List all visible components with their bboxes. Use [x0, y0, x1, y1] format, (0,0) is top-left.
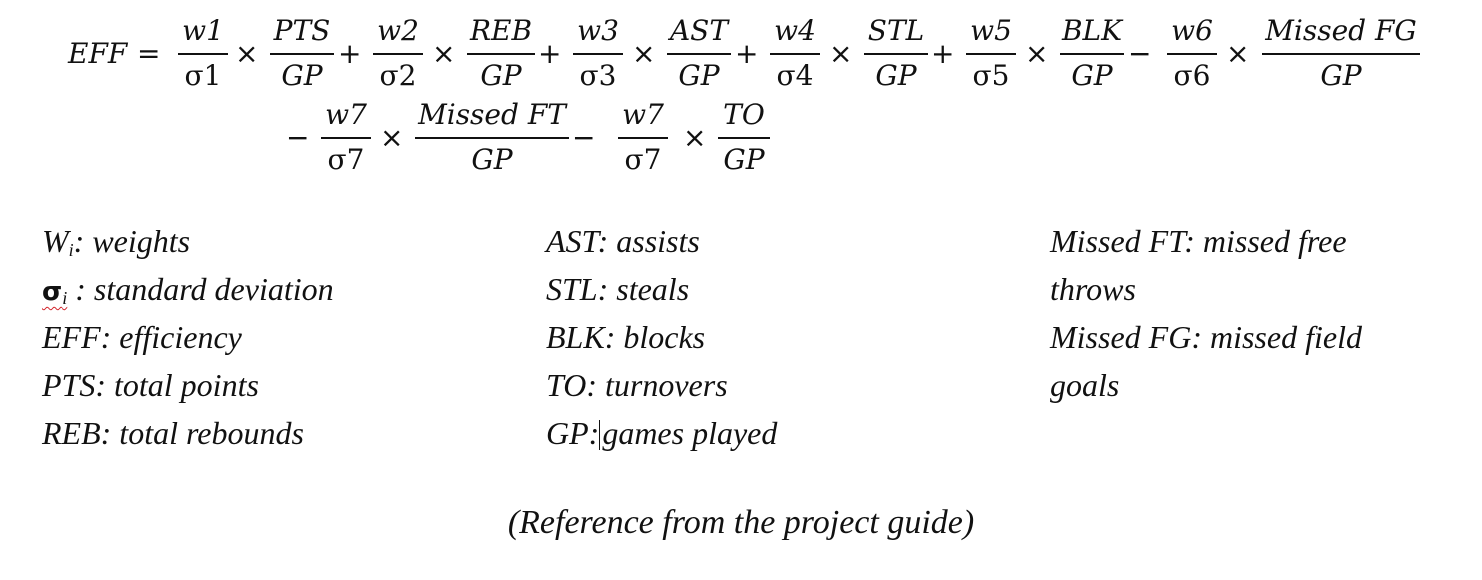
- stat-fraction-6: Missed FG GP: [1262, 14, 1420, 93]
- times-sign: ×: [235, 37, 259, 70]
- legend-assists: AST: assists: [546, 223, 700, 259]
- stat-fraction-5: BLK GP: [1060, 14, 1124, 92]
- legend-turnovers: TO: turnovers: [546, 367, 728, 403]
- weight-fraction-1: w1 σ1: [178, 14, 228, 93]
- minus-sign: −: [572, 121, 596, 154]
- reference-caption: (Reference from the project guide): [507, 504, 975, 541]
- times-sign: ×: [380, 121, 404, 154]
- times-sign: ×: [1226, 37, 1250, 70]
- legend-weights: Wi: weights: [42, 223, 191, 260]
- plus-sign: +: [931, 37, 955, 70]
- text-cursor: [599, 420, 601, 450]
- weight-fraction-6: w6 σ6: [1167, 14, 1217, 93]
- legend-games-played: GP:games played: [546, 415, 778, 451]
- weight-fraction-2: w2 σ2: [373, 14, 423, 93]
- legend-blocks: BLK: blocks: [546, 319, 706, 355]
- formula-lhs: EFF: [68, 37, 128, 70]
- spellcheck-underline: σi: [42, 277, 68, 308]
- legend-missed-fg-line1: Missed FG: missed field: [1050, 319, 1362, 355]
- times-sign: ×: [1025, 37, 1049, 70]
- legend-total-points: PTS: total points: [42, 367, 259, 403]
- legend-missed-ft-line1: Missed FT: missed free: [1050, 223, 1347, 259]
- stat-fraction-7: Missed FT GP: [415, 98, 569, 177]
- stat-fraction-4: STL GP: [864, 14, 928, 93]
- legend-standard-deviation: σi : standard deviation: [42, 271, 334, 308]
- stat-fraction-2: REB GP: [467, 14, 535, 93]
- minus-sign: −: [1128, 37, 1152, 70]
- weight-fraction-3: w3 σ3: [573, 14, 623, 93]
- minus-sign: −: [286, 121, 310, 154]
- legend-efficiency: EFF: efficiency: [42, 319, 242, 355]
- formula-equals: =: [137, 37, 161, 70]
- stat-fraction-3: AST GP: [667, 14, 731, 93]
- stat-fraction-8: TO GP: [718, 98, 770, 177]
- weight-fraction-7: w7 σ7: [321, 98, 371, 177]
- times-sign: ×: [432, 37, 456, 70]
- legend-missed-ft-line2: throws: [1050, 271, 1136, 307]
- times-sign: ×: [829, 37, 853, 70]
- legend-total-rebounds: REB: total rebounds: [42, 415, 304, 451]
- legend-missed-fg-line2: goals: [1050, 367, 1120, 403]
- weight-fraction-5: w5 σ5: [966, 14, 1016, 93]
- legend-steals: STL: steals: [546, 271, 690, 307]
- stat-fraction-1: PTS GP: [270, 14, 334, 93]
- times-sign: ×: [683, 121, 707, 154]
- times-sign: ×: [632, 37, 656, 70]
- plus-sign: +: [338, 37, 362, 70]
- weight-fraction-8: w7 σ7: [618, 98, 668, 177]
- weight-fraction-4: w4 σ4: [770, 14, 820, 93]
- plus-sign: +: [538, 37, 562, 70]
- plus-sign: +: [735, 37, 759, 70]
